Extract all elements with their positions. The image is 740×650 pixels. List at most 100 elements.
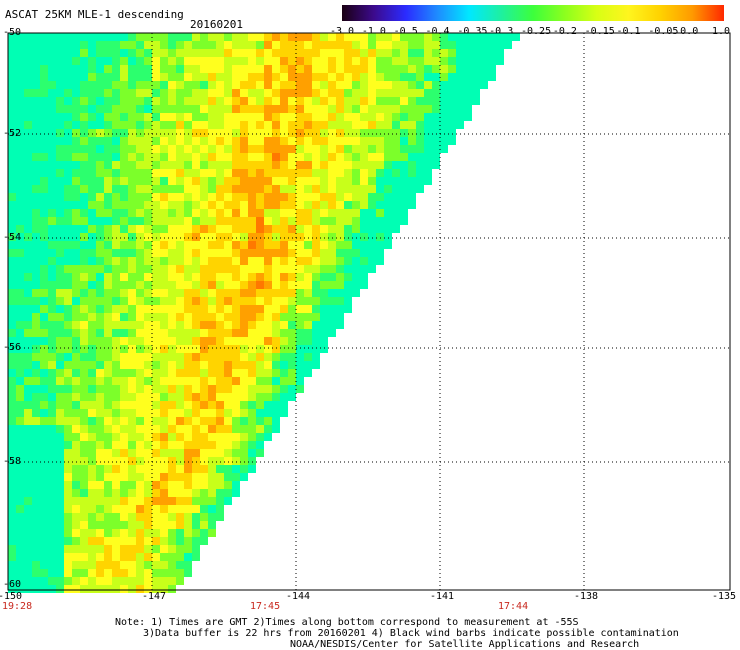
swath-cell xyxy=(112,305,120,313)
swath-cell xyxy=(72,121,80,129)
swath-cell xyxy=(264,225,272,233)
swath-cell xyxy=(24,577,32,585)
swath-cell xyxy=(80,497,88,505)
swath-cell xyxy=(144,401,152,409)
swath-cell xyxy=(144,137,152,145)
swath-cell xyxy=(224,449,232,457)
swath-cell xyxy=(208,513,216,521)
swath-cell xyxy=(120,209,128,217)
swath-cell xyxy=(184,185,192,193)
swath-cell xyxy=(328,313,336,321)
swath-cell xyxy=(64,289,72,297)
swath-cell xyxy=(48,257,56,265)
swath-cell xyxy=(408,65,416,73)
swath-cell xyxy=(224,233,232,241)
swath-cell xyxy=(96,73,104,81)
swath-cell xyxy=(128,473,136,481)
swath-cell xyxy=(232,265,240,273)
swath-cell xyxy=(248,273,256,281)
swath-cell xyxy=(408,153,416,161)
swath-cell xyxy=(256,209,264,217)
swath-cell xyxy=(224,489,232,497)
swath-cell xyxy=(216,153,224,161)
swath-cell xyxy=(360,57,368,65)
swath-cell xyxy=(296,89,304,97)
swath-cell xyxy=(88,305,96,313)
swath-cell xyxy=(144,417,152,425)
swath-cell xyxy=(344,225,352,233)
swath-cell xyxy=(320,209,328,217)
latitude-tick-label: -50 xyxy=(3,27,22,38)
swath-cell xyxy=(256,361,264,369)
swath-cell xyxy=(376,121,384,129)
swath-cell xyxy=(368,185,376,193)
swath-cell xyxy=(328,225,336,233)
note-line-2: 3)Data buffer is 22 hrs from 20160201 4)… xyxy=(143,628,679,639)
swath-cell xyxy=(320,305,328,313)
swath-cell xyxy=(384,65,392,73)
swath-cell xyxy=(456,33,464,41)
swath-cell xyxy=(128,505,136,513)
swath-cell xyxy=(96,41,104,49)
swath-cell xyxy=(40,377,48,385)
swath-cell xyxy=(216,369,224,377)
swath-cell xyxy=(152,457,160,465)
swath-cell xyxy=(312,161,320,169)
swath-cell xyxy=(184,241,192,249)
swath-cell xyxy=(128,409,136,417)
swath-cell xyxy=(136,529,144,537)
swath-cell xyxy=(264,33,272,41)
swath-cell xyxy=(192,361,200,369)
swath-cell xyxy=(120,361,128,369)
swath-cell xyxy=(232,225,240,233)
swath-cell xyxy=(344,193,352,201)
swath-cell xyxy=(288,49,296,57)
swath-cell xyxy=(72,481,80,489)
swath-cell xyxy=(400,81,408,89)
swath-cell xyxy=(144,145,152,153)
swath-cell xyxy=(128,449,136,457)
swath-cell xyxy=(160,225,168,233)
swath-cell xyxy=(312,209,320,217)
swath-cell xyxy=(184,313,192,321)
swath-cell xyxy=(32,393,40,401)
swath-cell xyxy=(376,73,384,81)
swath-cell xyxy=(56,313,64,321)
swath-cell xyxy=(16,273,24,281)
swath-cell xyxy=(240,265,248,273)
swath-cell xyxy=(216,89,224,97)
swath-cell xyxy=(328,105,336,113)
swath-cell xyxy=(152,409,160,417)
swath-cell xyxy=(48,409,56,417)
swath-cell xyxy=(264,265,272,273)
swath-cell xyxy=(144,393,152,401)
swath-cell xyxy=(368,169,376,177)
swath-cell xyxy=(312,57,320,65)
swath-cell xyxy=(384,137,392,145)
swath-cell xyxy=(64,193,72,201)
swath-cell xyxy=(288,185,296,193)
swath-cell xyxy=(24,129,32,137)
swath-cell xyxy=(104,137,112,145)
swath-cell xyxy=(8,185,16,193)
swath-cell xyxy=(152,489,160,497)
swath-cell xyxy=(256,249,264,257)
swath-cell xyxy=(32,489,40,497)
swath-cell xyxy=(96,513,104,521)
swath-cell xyxy=(440,57,448,65)
swath-cell xyxy=(272,241,280,249)
swath-cell xyxy=(88,41,96,49)
swath-cell xyxy=(192,81,200,89)
swath-cell xyxy=(304,329,312,337)
swath-cell xyxy=(384,81,392,89)
swath-cell xyxy=(48,225,56,233)
swath-cell xyxy=(296,337,304,345)
swath-cell xyxy=(120,113,128,121)
swath-cell xyxy=(120,137,128,145)
swath-cell xyxy=(256,105,264,113)
swath-cell xyxy=(272,113,280,121)
swath-cell xyxy=(32,129,40,137)
swath-cell xyxy=(8,393,16,401)
swath-cell xyxy=(48,33,56,41)
swath-cell xyxy=(80,369,88,377)
